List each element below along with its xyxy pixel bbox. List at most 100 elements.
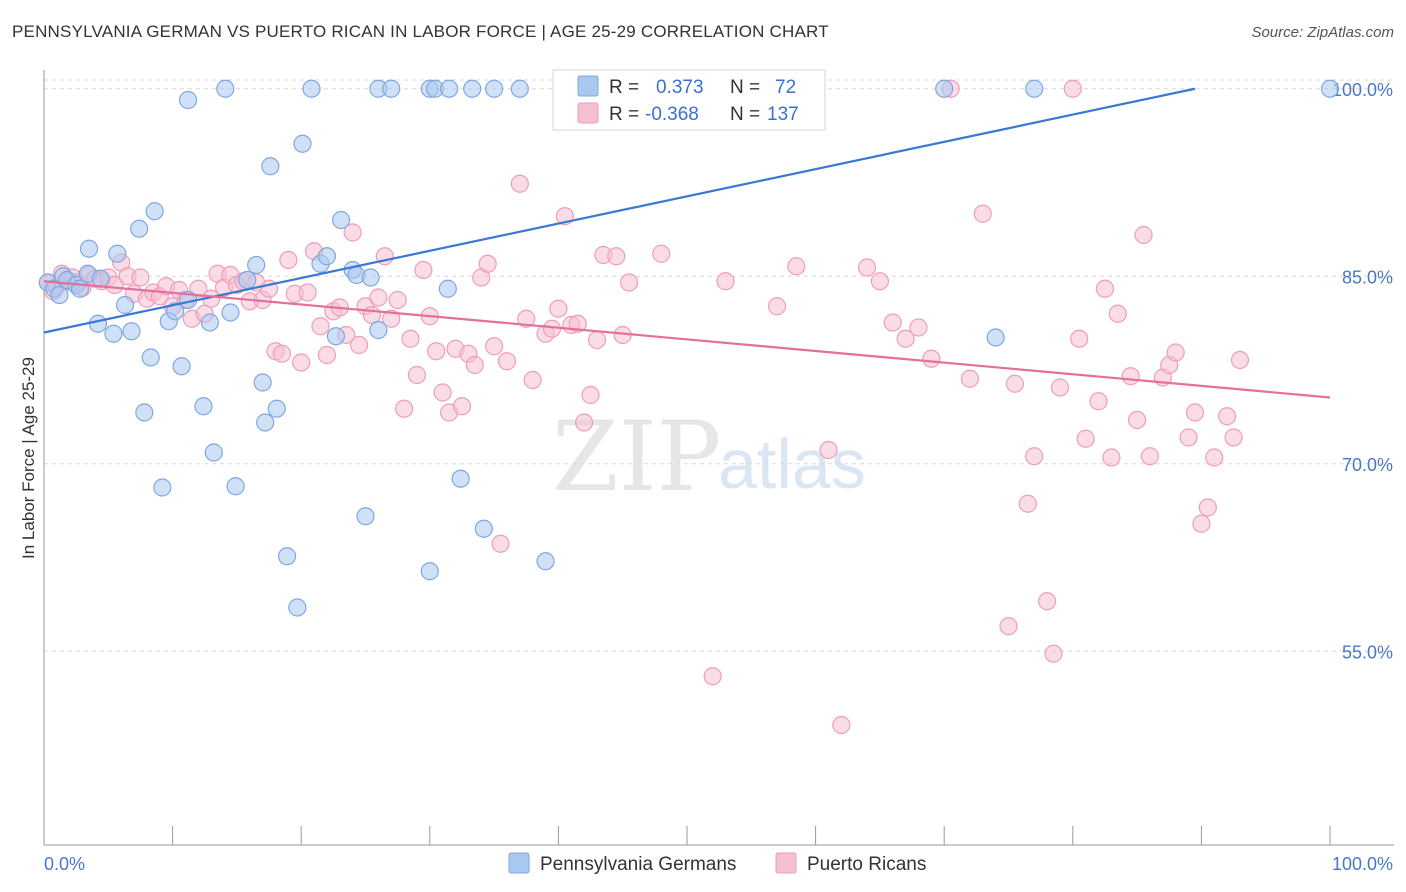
series-pennsylvania-germans — [38, 79, 1340, 617]
y-tick-label: 55.0% — [1342, 642, 1393, 662]
point-puerto-rican — [1044, 644, 1063, 663]
point-pennsylvania-german — [317, 247, 337, 266]
point-puerto-rican — [870, 272, 890, 291]
legend-r-label-pink: R = — [609, 104, 639, 125]
trend-line-puerto-ricans — [43, 280, 1331, 399]
y-tick-label: 85.0% — [1342, 267, 1393, 287]
point-pennsylvania-german — [221, 303, 240, 322]
point-pennsylvania-german — [115, 295, 135, 315]
point-puerto-rican — [767, 297, 787, 316]
point-pennsylvania-german — [122, 322, 141, 341]
legend-r-value-blue: 0.373 — [656, 77, 704, 98]
point-pennsylvania-german — [50, 285, 69, 305]
point-pennsylvania-german — [141, 348, 160, 367]
x-tick-label-min: 0.0% — [44, 854, 85, 874]
point-pennsylvania-german — [216, 79, 235, 98]
point-puerto-rican — [131, 268, 150, 287]
point-pennsylvania-german — [91, 269, 110, 288]
bottom-legend-swatch-blue — [508, 852, 530, 874]
point-puerto-rican — [581, 385, 600, 405]
point-pennsylvania-german — [261, 157, 280, 176]
point-puerto-rican — [510, 174, 529, 193]
point-pennsylvania-german — [293, 134, 312, 153]
point-puerto-rican — [1127, 410, 1147, 430]
point-pennsylvania-german — [178, 90, 198, 110]
point-puerto-rican — [1108, 304, 1127, 323]
point-pennsylvania-german — [194, 397, 213, 416]
point-puerto-rican — [716, 272, 735, 291]
chart-title: PENNSYLVANIA GERMAN VS PUERTO RICAN IN L… — [12, 22, 829, 41]
point-pennsylvania-german — [1320, 79, 1340, 98]
point-puerto-rican — [292, 353, 311, 372]
point-pennsylvania-german — [986, 328, 1005, 347]
point-puerto-rican — [465, 355, 484, 375]
point-puerto-rican — [620, 273, 639, 292]
point-puerto-rican — [787, 257, 806, 276]
point-puerto-rican — [298, 283, 317, 302]
point-puerto-rican — [414, 260, 433, 280]
point-puerto-rican — [311, 317, 330, 336]
point-puerto-rican — [317, 345, 337, 365]
point-pennsylvania-german — [88, 314, 108, 333]
point-pennsylvania-german — [485, 79, 504, 98]
legend-swatch-pink — [577, 102, 599, 124]
point-puerto-rican — [189, 279, 208, 298]
point-puerto-rican — [452, 397, 472, 416]
point-puerto-rican — [575, 413, 594, 432]
point-puerto-rican — [1192, 514, 1211, 533]
point-pennsylvania-german — [1025, 79, 1044, 98]
point-puerto-rican — [407, 365, 427, 385]
point-puerto-rican — [343, 223, 362, 242]
point-puerto-rican — [272, 344, 292, 363]
bottom-legend-swatch-pink — [775, 852, 797, 874]
point-pennsylvania-german — [277, 547, 297, 566]
point-pennsylvania-german — [200, 313, 219, 332]
point-puerto-rican — [1121, 367, 1140, 386]
point-pennsylvania-german — [130, 219, 149, 238]
point-pennsylvania-german — [369, 320, 388, 340]
point-puerto-rican — [1205, 448, 1224, 467]
point-puerto-rican — [1037, 592, 1057, 611]
point-pennsylvania-german — [361, 268, 380, 287]
chart-source: Source: ZipAtlas.com — [1251, 24, 1394, 41]
legend-swatch-blue — [577, 75, 599, 97]
point-puerto-rican — [973, 204, 992, 223]
bottom-legend-label-pink: Puerto Ricans — [807, 854, 926, 875]
point-pennsylvania-german — [226, 477, 245, 496]
bottom-legend-label-blue: Pennsylvania Germans — [540, 854, 736, 875]
point-puerto-rican — [1005, 374, 1025, 393]
point-pennsylvania-german — [302, 79, 321, 98]
point-puerto-rican — [909, 318, 928, 337]
point-pennsylvania-german — [463, 79, 482, 98]
point-pennsylvania-german — [70, 279, 90, 298]
point-puerto-rican — [369, 288, 388, 307]
point-puerto-rican — [478, 254, 497, 273]
point-puerto-rican — [433, 383, 452, 402]
legend-n-value-pink: 137 — [767, 104, 799, 125]
point-pennsylvania-german — [326, 327, 346, 346]
point-puerto-rican — [1140, 447, 1160, 466]
point-puerto-rican — [394, 399, 414, 418]
trend-line-pennsylvania-germans — [43, 87, 1196, 334]
point-puerto-rican — [1179, 428, 1198, 447]
point-puerto-rican — [587, 330, 607, 350]
point-pennsylvania-german — [172, 357, 191, 376]
point-pennsylvania-german — [356, 507, 375, 526]
point-puerto-rican — [896, 329, 915, 348]
point-puerto-rican — [497, 352, 517, 371]
point-puerto-rican — [883, 313, 902, 332]
point-puerto-rican — [703, 667, 722, 686]
y-tick-labels: 55.0% 70.0% 85.0% 100.0% — [1332, 80, 1393, 663]
legend-n-value-blue: 72 — [775, 77, 796, 98]
y-tick-label: 100.0% — [1332, 80, 1393, 100]
point-pennsylvania-german — [420, 562, 439, 581]
legend-n-label-pink: N = — [730, 104, 760, 125]
point-puerto-rican — [382, 309, 401, 328]
point-pennsylvania-german — [108, 244, 127, 263]
point-puerto-rican — [388, 290, 407, 310]
point-pennsylvania-german — [256, 413, 275, 432]
y-axis-title: In Labor Force | Age 25-29 — [19, 357, 38, 559]
point-puerto-rican — [1095, 279, 1115, 298]
series-legend: Pennsylvania Germans Puerto Ricans — [508, 852, 926, 875]
